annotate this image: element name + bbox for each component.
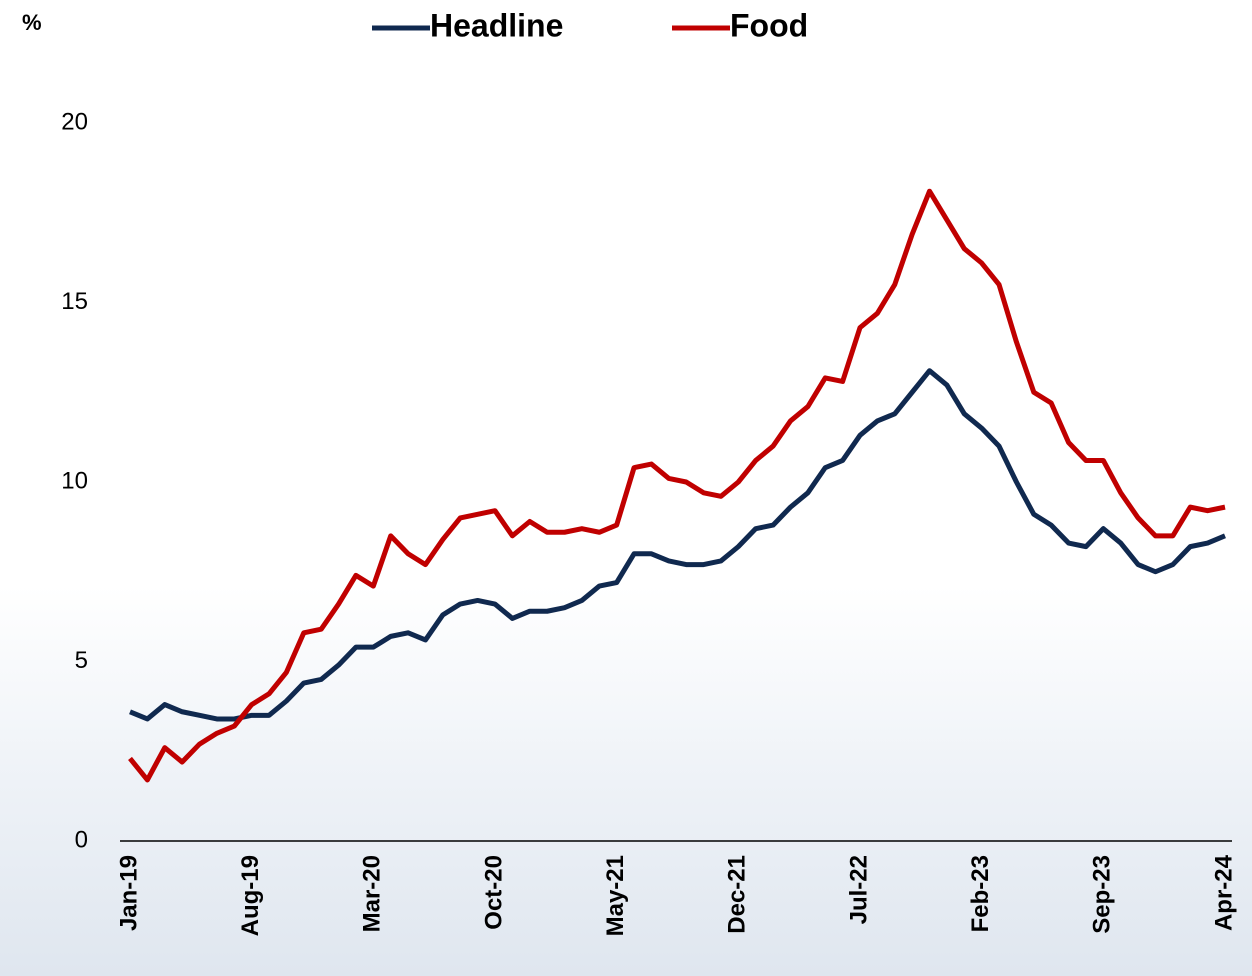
y-tick-label: 5 bbox=[75, 647, 88, 674]
legend-label: Food bbox=[730, 7, 808, 43]
y-tick-label: 20 bbox=[61, 108, 88, 135]
x-tick-label: Oct-20 bbox=[480, 855, 507, 930]
x-tick-label: Jul-22 bbox=[845, 855, 872, 924]
x-tick-label: Aug-19 bbox=[237, 855, 264, 936]
x-tick-label: May-21 bbox=[602, 855, 629, 936]
series-line bbox=[129, 368, 1226, 722]
y-tick-label: 0 bbox=[75, 826, 88, 853]
x-tick-label: Mar-20 bbox=[359, 855, 386, 932]
series-line bbox=[128, 188, 1226, 783]
y-tick-label: 10 bbox=[61, 467, 88, 494]
y-axis-label: % bbox=[22, 10, 42, 35]
x-tick-label: Dec-21 bbox=[724, 855, 751, 934]
x-tick-label: Apr-24 bbox=[1210, 854, 1237, 931]
x-tick-label: Feb-23 bbox=[967, 855, 994, 932]
y-tick-label: 15 bbox=[61, 288, 88, 315]
x-tick-label: Sep-23 bbox=[1089, 855, 1116, 934]
x-tick-label: Jan-19 bbox=[115, 855, 142, 931]
legend-label: Headline bbox=[430, 7, 563, 43]
